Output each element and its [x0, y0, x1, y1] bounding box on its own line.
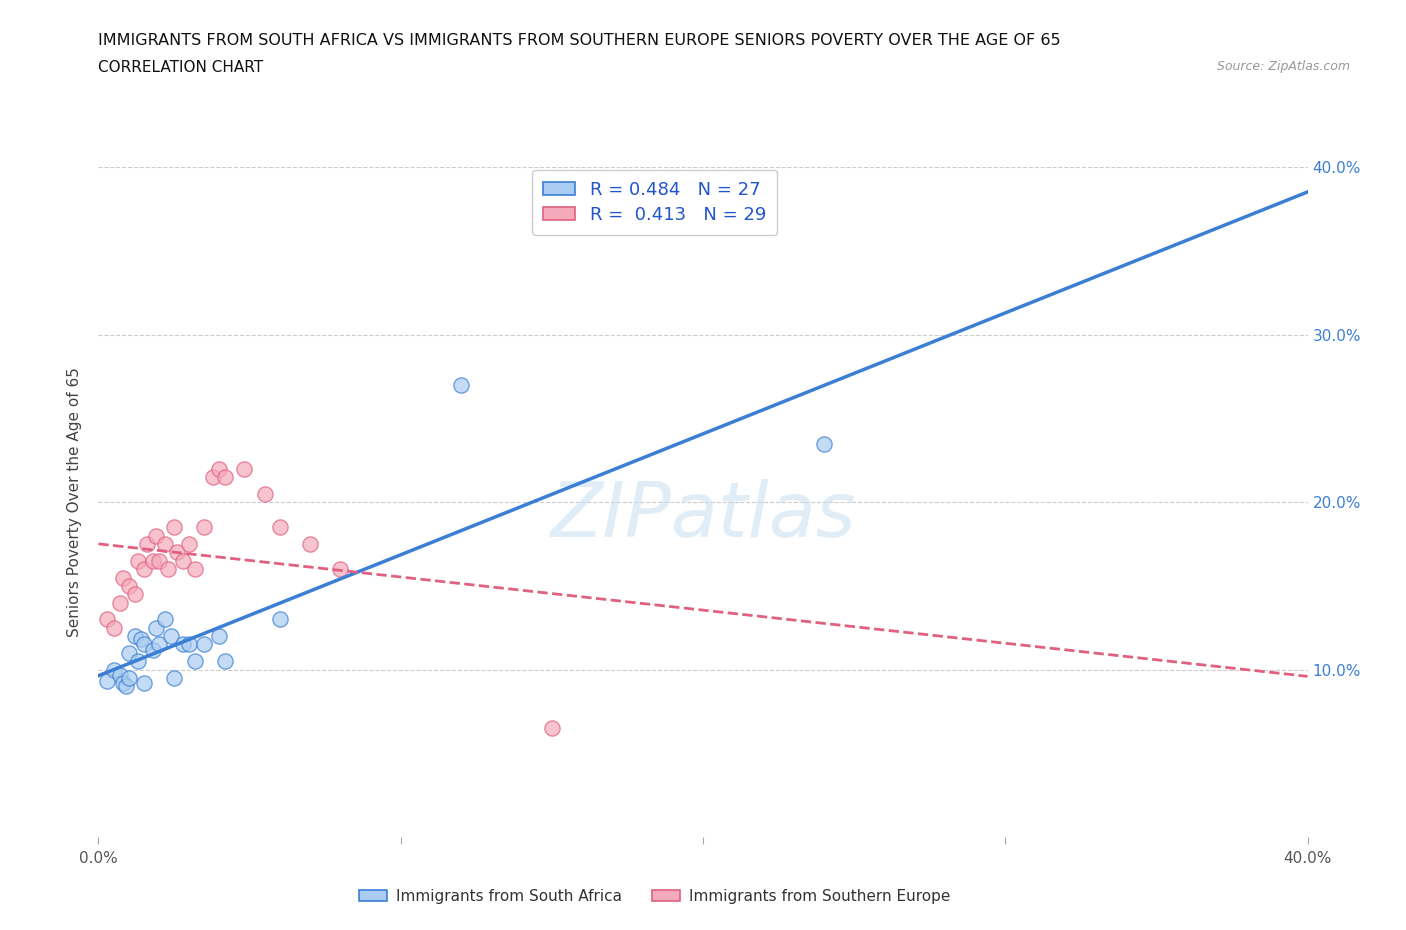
- Point: [103, 662, 125, 677]
- Point: [172, 637, 194, 652]
- Y-axis label: Seniors Poverty Over the Age of 65: Seniors Poverty Over the Age of 65: [67, 367, 83, 637]
- Point: [214, 654, 236, 669]
- Point: [132, 562, 155, 577]
- Point: [96, 674, 118, 689]
- Point: [145, 620, 167, 635]
- Legend: Immigrants from South Africa, Immigrants from Southern Europe: Immigrants from South Africa, Immigrants…: [353, 883, 956, 910]
- Point: [160, 629, 183, 644]
- Point: [108, 595, 131, 610]
- Point: [214, 470, 236, 485]
- Point: [118, 671, 141, 685]
- Point: [184, 562, 207, 577]
- Point: [208, 461, 231, 476]
- Point: [208, 629, 231, 644]
- Point: [172, 553, 194, 568]
- Point: [118, 578, 141, 593]
- Point: [269, 520, 291, 535]
- Text: Source: ZipAtlas.com: Source: ZipAtlas.com: [1216, 60, 1350, 73]
- Point: [142, 553, 165, 568]
- Point: [232, 461, 254, 476]
- Point: [156, 562, 179, 577]
- Point: [127, 553, 149, 568]
- Point: [163, 520, 186, 535]
- Point: [329, 562, 352, 577]
- Point: [813, 436, 835, 451]
- Text: IMMIGRANTS FROM SOUTH AFRICA VS IMMIGRANTS FROM SOUTHERN EUROPE SENIORS POVERTY : IMMIGRANTS FROM SOUTH AFRICA VS IMMIGRAN…: [98, 33, 1062, 47]
- Text: ZIPatlas: ZIPatlas: [550, 479, 856, 552]
- Point: [142, 642, 165, 657]
- Point: [118, 645, 141, 660]
- Point: [269, 612, 291, 627]
- Point: [179, 637, 201, 652]
- Point: [299, 537, 322, 551]
- Point: [153, 537, 176, 551]
- Point: [127, 654, 149, 669]
- Point: [124, 629, 146, 644]
- Point: [184, 654, 207, 669]
- Point: [193, 520, 215, 535]
- Point: [108, 667, 131, 682]
- Point: [124, 587, 146, 602]
- Point: [132, 637, 155, 652]
- Point: [145, 528, 167, 543]
- Point: [153, 612, 176, 627]
- Point: [253, 486, 276, 501]
- Point: [193, 637, 215, 652]
- Point: [103, 620, 125, 635]
- Point: [148, 637, 170, 652]
- Point: [129, 632, 152, 647]
- Point: [114, 679, 136, 694]
- Point: [111, 675, 134, 690]
- Point: [202, 470, 225, 485]
- Point: [132, 675, 155, 690]
- Point: [148, 553, 170, 568]
- Point: [166, 545, 188, 560]
- Point: [540, 721, 562, 736]
- Point: [163, 671, 186, 685]
- Point: [450, 378, 472, 392]
- Point: [135, 537, 157, 551]
- Point: [96, 612, 118, 627]
- Text: CORRELATION CHART: CORRELATION CHART: [98, 60, 263, 75]
- Point: [179, 537, 201, 551]
- Point: [111, 570, 134, 585]
